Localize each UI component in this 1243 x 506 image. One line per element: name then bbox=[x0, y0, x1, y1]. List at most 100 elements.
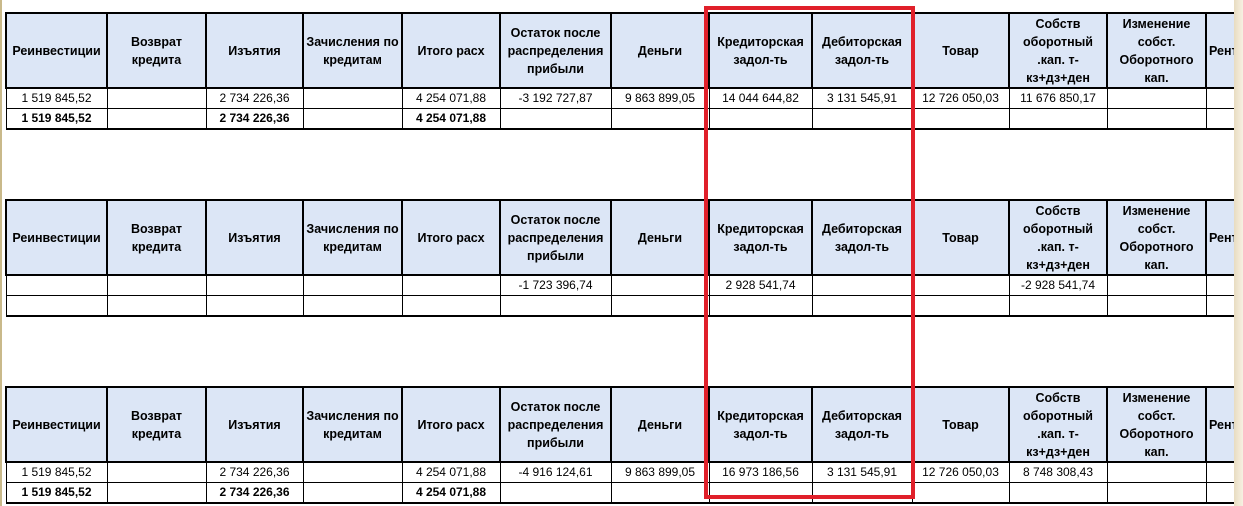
cell[interactable] bbox=[302, 108, 403, 130]
column-header[interactable]: Остаток после распределения прибыли bbox=[499, 386, 612, 463]
column-header[interactable]: Реинвестиции bbox=[5, 199, 108, 276]
cell[interactable] bbox=[1106, 295, 1207, 317]
cell[interactable] bbox=[401, 274, 501, 296]
cell[interactable] bbox=[1205, 295, 1234, 317]
cell[interactable] bbox=[499, 482, 612, 504]
column-header[interactable]: Остаток после распределения прибыли bbox=[499, 12, 612, 89]
column-header[interactable]: Собств оборотный .кап. т-кз+дз+ден bbox=[1008, 386, 1108, 463]
cell[interactable] bbox=[1106, 482, 1207, 504]
cell[interactable]: 9 863 899,05 bbox=[610, 87, 710, 109]
cell[interactable]: 1 519 845,52 bbox=[5, 87, 108, 109]
cell[interactable] bbox=[708, 108, 813, 130]
cell[interactable] bbox=[401, 295, 501, 317]
cell[interactable] bbox=[1008, 108, 1108, 130]
cell[interactable] bbox=[1008, 482, 1108, 504]
column-header[interactable]: Деньги bbox=[610, 12, 710, 89]
cell[interactable]: 4 254 071,88 bbox=[401, 87, 501, 109]
column-header[interactable]: Рент bbox=[1205, 386, 1234, 463]
cell[interactable] bbox=[911, 482, 1010, 504]
cell[interactable] bbox=[1205, 274, 1234, 296]
column-header[interactable]: Дебиторская задол-ть bbox=[811, 199, 913, 276]
column-header[interactable]: Возврат кредита bbox=[106, 199, 207, 276]
cell[interactable]: 12 726 050,03 bbox=[911, 87, 1010, 109]
cell[interactable] bbox=[499, 108, 612, 130]
cell[interactable] bbox=[1008, 295, 1108, 317]
cell[interactable] bbox=[5, 274, 108, 296]
cell[interactable] bbox=[811, 482, 913, 504]
cell[interactable]: 2 734 226,36 bbox=[205, 87, 304, 109]
column-header[interactable]: Изъятия bbox=[205, 199, 304, 276]
cell[interactable] bbox=[1205, 87, 1234, 109]
cell[interactable] bbox=[302, 295, 403, 317]
column-header[interactable]: Кредиторская задол-ть bbox=[708, 12, 813, 89]
cell[interactable] bbox=[106, 461, 207, 483]
cell[interactable] bbox=[499, 295, 612, 317]
cell[interactable] bbox=[302, 274, 403, 296]
cell[interactable] bbox=[610, 274, 710, 296]
column-header[interactable]: Реинвестиции bbox=[5, 12, 108, 89]
cell[interactable]: 2 734 226,36 bbox=[205, 461, 304, 483]
column-header[interactable]: Дебиторская задол-ть bbox=[811, 386, 913, 463]
cell[interactable] bbox=[811, 295, 913, 317]
cell[interactable] bbox=[302, 461, 403, 483]
cell[interactable]: 1 519 845,52 bbox=[5, 482, 108, 504]
cell[interactable] bbox=[106, 87, 207, 109]
cell[interactable]: 12 726 050,03 bbox=[911, 461, 1010, 483]
cell[interactable] bbox=[911, 108, 1010, 130]
column-header[interactable]: Изменение собст. Оборотного кап. bbox=[1106, 199, 1207, 276]
column-header[interactable]: Рент bbox=[1205, 199, 1234, 276]
cell[interactable]: 3 131 545,91 bbox=[811, 461, 913, 483]
cell[interactable]: 1 519 845,52 bbox=[5, 461, 108, 483]
cell[interactable] bbox=[106, 108, 207, 130]
column-header[interactable]: Товар bbox=[911, 386, 1010, 463]
cell[interactable]: 2 734 226,36 bbox=[205, 482, 304, 504]
cell[interactable] bbox=[811, 274, 913, 296]
cell[interactable]: 8 748 308,43 bbox=[1008, 461, 1108, 483]
cell[interactable]: 11 676 850,17 bbox=[1008, 87, 1108, 109]
cell[interactable]: -1 723 396,74 bbox=[499, 274, 612, 296]
cell[interactable] bbox=[1106, 108, 1207, 130]
column-header[interactable]: Собств оборотный .кап. т-кз+дз+ден bbox=[1008, 12, 1108, 89]
column-header[interactable]: Кредиторская задол-ть bbox=[708, 386, 813, 463]
cell[interactable] bbox=[610, 108, 710, 130]
column-header[interactable]: Рент bbox=[1205, 12, 1234, 89]
column-header[interactable]: Собств оборотный .кап. т-кз+дз+ден bbox=[1008, 199, 1108, 276]
cell[interactable]: -2 928 541,74 bbox=[1008, 274, 1108, 296]
cell[interactable]: 9 863 899,05 bbox=[610, 461, 710, 483]
cell[interactable] bbox=[1205, 461, 1234, 483]
column-header[interactable]: Зачисления по кредитам bbox=[302, 12, 403, 89]
cell[interactable]: 2 928 541,74 bbox=[708, 274, 813, 296]
column-header[interactable]: Деньги bbox=[610, 386, 710, 463]
cell[interactable] bbox=[106, 482, 207, 504]
column-header[interactable]: Товар bbox=[911, 199, 1010, 276]
column-header[interactable]: Изъятия bbox=[205, 386, 304, 463]
cell[interactable] bbox=[811, 108, 913, 130]
cell[interactable] bbox=[205, 295, 304, 317]
cell[interactable] bbox=[1205, 482, 1234, 504]
column-header[interactable]: Зачисления по кредитам bbox=[302, 386, 403, 463]
cell[interactable]: -3 192 727,87 bbox=[499, 87, 612, 109]
column-header[interactable]: Деньги bbox=[610, 199, 710, 276]
cell[interactable]: 16 973 186,56 bbox=[708, 461, 813, 483]
column-header[interactable]: Итого расх bbox=[401, 12, 501, 89]
cell[interactable] bbox=[610, 482, 710, 504]
column-header[interactable]: Зачисления по кредитам bbox=[302, 199, 403, 276]
column-header[interactable]: Итого расх bbox=[401, 199, 501, 276]
cell[interactable]: 4 254 071,88 bbox=[401, 108, 501, 130]
cell[interactable] bbox=[911, 274, 1010, 296]
column-header[interactable]: Возврат кредита bbox=[106, 386, 207, 463]
cell[interactable] bbox=[708, 482, 813, 504]
column-header[interactable]: Дебиторская задол-ть bbox=[811, 12, 913, 89]
cell[interactable]: 1 519 845,52 bbox=[5, 108, 108, 130]
column-header[interactable]: Изменение собст. Оборотного кап. bbox=[1106, 12, 1207, 89]
cell[interactable] bbox=[302, 87, 403, 109]
cell[interactable] bbox=[302, 482, 403, 504]
column-header[interactable]: Изменение собст. Оборотного кап. bbox=[1106, 386, 1207, 463]
cell[interactable] bbox=[5, 295, 108, 317]
cell[interactable]: 3 131 545,91 bbox=[811, 87, 913, 109]
cell[interactable] bbox=[1106, 274, 1207, 296]
cell[interactable] bbox=[106, 295, 207, 317]
column-header[interactable]: Кредиторская задол-ть bbox=[708, 199, 813, 276]
cell[interactable] bbox=[205, 274, 304, 296]
cell[interactable] bbox=[911, 295, 1010, 317]
